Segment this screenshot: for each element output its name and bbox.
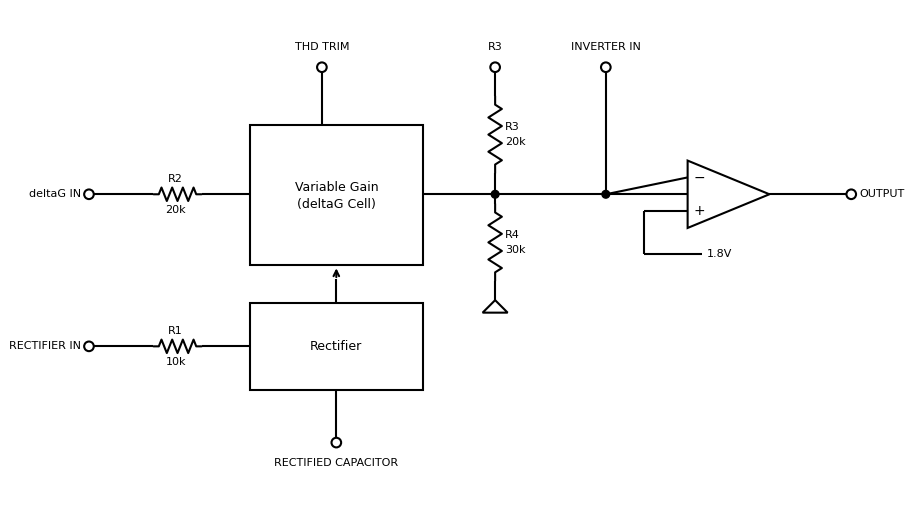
Circle shape [84,341,94,351]
Text: R3: R3 [505,122,520,132]
Bar [249,125,423,265]
Text: 10k: 10k [166,357,186,367]
Text: RECTIFIER IN: RECTIFIER IN [9,341,81,351]
Circle shape [317,63,327,72]
Text: 30k: 30k [505,245,525,255]
Text: +: + [693,204,705,218]
Text: −: − [693,170,705,184]
Circle shape [602,190,610,198]
Text: R3: R3 [488,42,502,52]
Circle shape [846,189,856,199]
Text: 20k: 20k [166,205,186,215]
Text: RECTIFIED CAPACITOR: RECTIFIED CAPACITOR [274,458,399,468]
Text: INVERTER IN: INVERTER IN [571,42,641,52]
Circle shape [601,63,611,72]
Circle shape [491,190,499,198]
Text: 20k: 20k [505,137,525,147]
Bar [249,303,423,390]
Text: THD TRIM: THD TRIM [295,42,349,52]
Text: R2: R2 [168,174,183,184]
Circle shape [331,438,341,447]
Circle shape [490,63,500,72]
Text: (deltaG Cell): (deltaG Cell) [297,198,376,211]
Text: R4: R4 [505,230,520,240]
Text: R1: R1 [168,326,183,336]
Text: Rectifier: Rectifier [310,340,362,353]
Text: OUTPUT: OUTPUT [859,189,905,199]
Text: Variable Gain: Variable Gain [295,181,379,193]
Text: deltaG IN: deltaG IN [29,189,81,199]
Circle shape [84,189,94,199]
Text: 1.8V: 1.8V [707,249,733,260]
